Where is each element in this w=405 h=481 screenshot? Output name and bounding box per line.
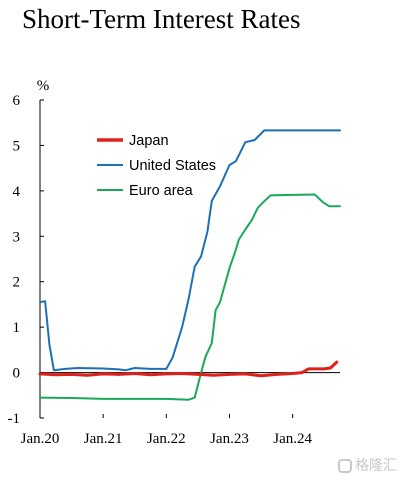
x-tick-label: Jan.23: [210, 431, 249, 447]
y-tick-label: 4: [13, 184, 21, 200]
x-tick-label: Jan.20: [21, 431, 60, 447]
x-tick-label: Jan.24: [273, 431, 312, 447]
legend-label-united-states: United States: [129, 158, 216, 174]
y-tick-label: 3: [13, 229, 21, 245]
y-tick-label: 2: [13, 275, 21, 291]
x-tick-label: Jan.21: [84, 431, 123, 447]
watermark-logo-icon: [338, 459, 352, 473]
y-tick-label: 6: [13, 93, 21, 109]
axes: % -1 0 1 2 3 4 5 6 Jan.20 Jan.21 Jan.22 Jan.23 Jan.24: [8, 78, 340, 447]
y-axis-unit-label: %: [37, 78, 50, 94]
watermark-text: 格隆汇: [355, 458, 397, 474]
chart-title: Short-Term Interest Rates: [22, 4, 301, 34]
y-tick-label: 1: [13, 320, 21, 336]
series-line-united-states: [39, 129, 341, 372]
series-layer: [38, 129, 341, 401]
legend: Japan United States Euro area: [97, 133, 216, 199]
y-tick-label: 5: [13, 138, 21, 154]
legend-label-euro-area: Euro area: [129, 183, 194, 199]
series-line-japan: [38, 360, 339, 378]
watermark: 格隆汇: [338, 455, 397, 475]
series-line-euro-area: [39, 193, 341, 401]
legend-label-japan: Japan: [129, 133, 169, 149]
x-tick-label: Jan.22: [147, 431, 186, 447]
y-tick-label: 0: [13, 366, 21, 382]
y-tick-label: -1: [8, 411, 21, 427]
